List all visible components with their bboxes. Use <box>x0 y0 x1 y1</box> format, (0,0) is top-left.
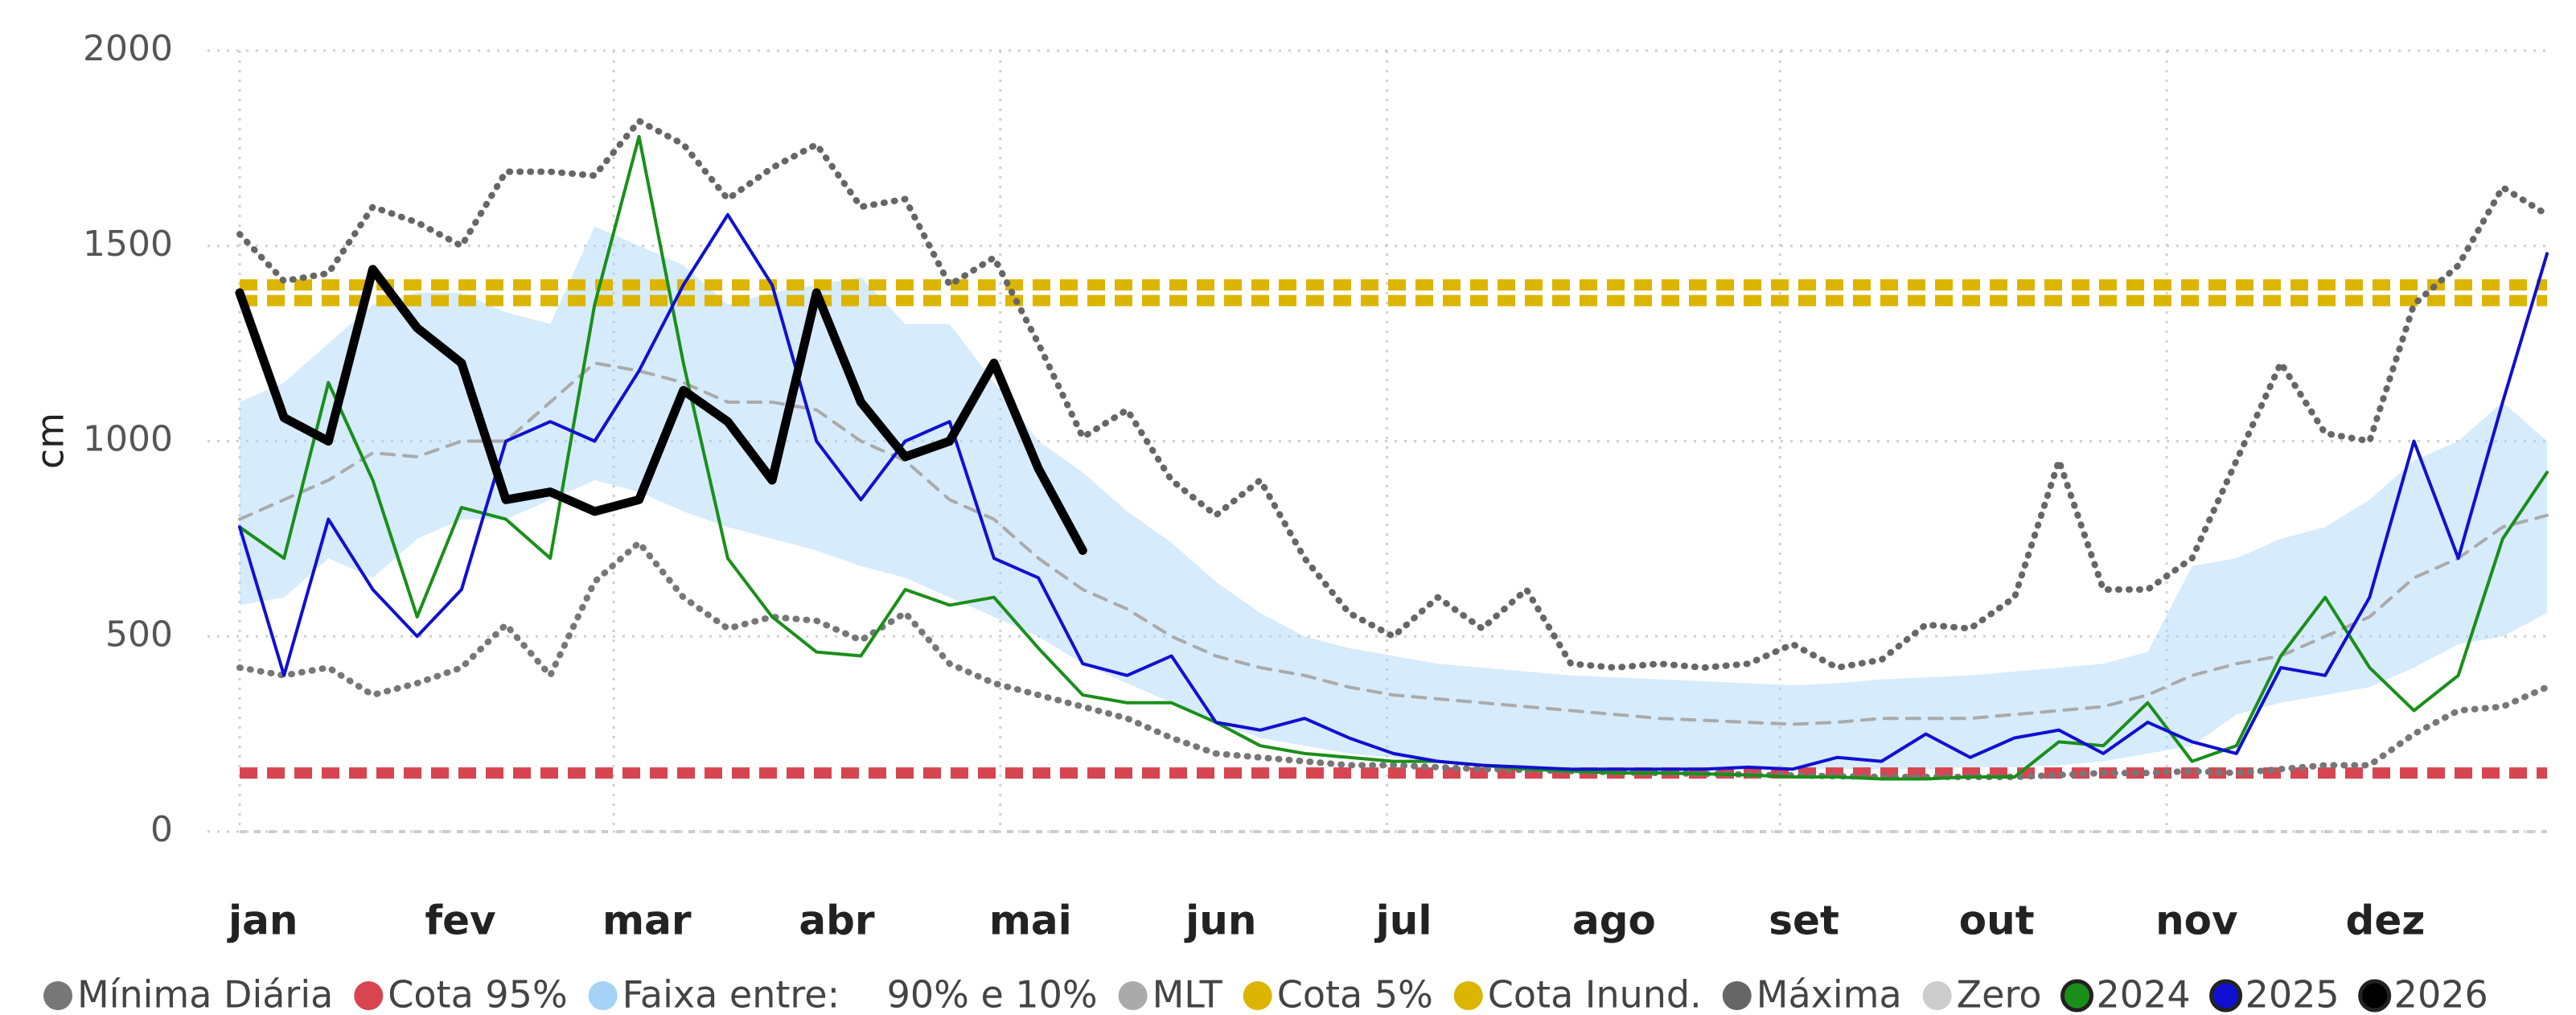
legend-marker <box>1453 981 1483 1010</box>
y-tick-label: 1000 <box>83 419 173 460</box>
legend-marker <box>354 981 384 1010</box>
legend-label: Mínima Diária <box>77 973 333 1015</box>
series-line <box>236 539 2550 781</box>
x-tick-label: mai <box>989 898 1072 944</box>
legend-label: Cota 5% <box>1277 973 1433 1015</box>
legend-label: MLT <box>1152 973 1223 1015</box>
legend-label: Cota Inund. <box>1488 973 1702 1015</box>
y-tick-label: 2000 <box>83 28 173 69</box>
x-tick-label: out <box>1959 898 2035 944</box>
series-line <box>235 265 1087 555</box>
x-tick-label: set <box>1769 898 1839 944</box>
legend-label: Máxima <box>1756 973 1902 1015</box>
x-tick-label: mar <box>602 898 692 944</box>
legend-label: Cota 95% <box>388 973 567 1015</box>
x-tick-label: fev <box>425 898 495 944</box>
legend-marker <box>2358 979 2392 1013</box>
series-line <box>238 212 2549 771</box>
x-tick-label: abr <box>799 898 875 944</box>
legend-marker <box>588 981 618 1010</box>
y-tick-label: 0 <box>150 809 173 850</box>
x-tick-label: ago <box>1572 898 1656 944</box>
legend-marker <box>43 981 72 1010</box>
legend-label: 2026 <box>2394 973 2488 1015</box>
legend-marker <box>1922 981 1952 1010</box>
y-tick-label: 500 <box>105 614 173 655</box>
x-tick-label: jun <box>1184 898 1256 944</box>
series-line <box>238 134 2549 781</box>
x-tick-label: jul <box>1374 898 1432 944</box>
series-line <box>236 117 2550 672</box>
x-tick-label: dez <box>2346 898 2426 944</box>
legend-marker <box>1243 981 1272 1010</box>
legend-label: Faixa entre: 90% e 10% <box>622 973 1098 1015</box>
legend-label: 2025 <box>2245 973 2340 1015</box>
band-area <box>240 226 2547 770</box>
legend-label: 2024 <box>2097 973 2191 1015</box>
legend-marker <box>1118 981 1148 1010</box>
x-tick-label: nov <box>2155 898 2238 944</box>
y-tick-label: 1500 <box>83 224 173 265</box>
series-line <box>238 361 2549 726</box>
legend-marker <box>2060 979 2094 1013</box>
legend: Mínima Diária Cota 95% Faixa entre: 90% e … <box>43 973 2488 1015</box>
legend-label: Zero <box>1957 973 2042 1015</box>
legend-marker <box>2209 979 2243 1013</box>
y-axis-label: cm <box>29 413 72 469</box>
x-tick-label: jan <box>227 898 298 944</box>
legend-marker <box>1722 981 1752 1010</box>
